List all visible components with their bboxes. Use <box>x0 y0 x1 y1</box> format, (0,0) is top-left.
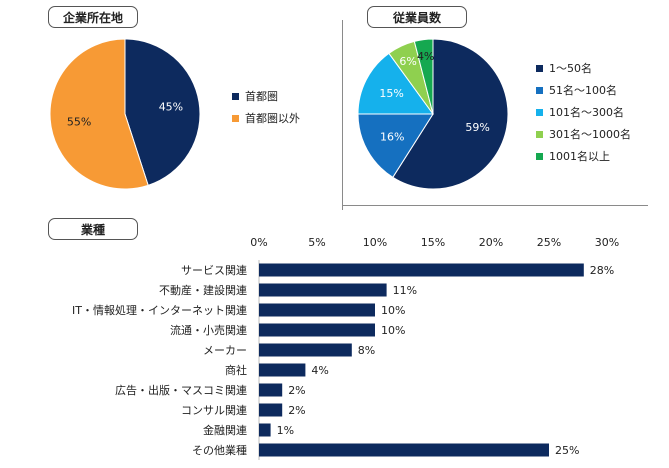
section-label-employees: 従業員数 <box>367 6 467 28</box>
legend-swatch <box>536 152 543 160</box>
pie-slice <box>392 38 508 190</box>
legend-label: 301名～1000名 <box>549 128 631 141</box>
bar-value-label: 8% <box>358 344 375 357</box>
legend-label: 首都圏以外 <box>245 112 300 125</box>
category-label: メーカー <box>203 344 247 357</box>
bar <box>259 363 306 377</box>
legend-swatch <box>536 86 543 94</box>
bar <box>259 383 283 397</box>
legend-item-51-100: 51名～100名 <box>536 79 631 101</box>
bar <box>259 303 375 317</box>
divider-vertical <box>342 20 343 210</box>
bar <box>259 283 387 297</box>
x-tick-label: 5% <box>308 236 325 249</box>
x-tick-label: 20% <box>479 236 503 249</box>
category-label: 不動産・建設関連 <box>159 283 247 297</box>
bar-value-label: 10% <box>381 324 405 337</box>
x-tick-label: 15% <box>421 236 445 249</box>
bar <box>259 403 283 417</box>
bar-value-label: 10% <box>381 304 405 317</box>
category-label: コンサル関連 <box>181 403 247 417</box>
legend-swatch <box>536 108 543 116</box>
bar <box>259 443 549 457</box>
legend-label: 101名～300名 <box>549 106 624 119</box>
divider-horizontal <box>342 205 648 206</box>
category-label: サービス関連 <box>181 263 247 277</box>
pie-slice <box>413 38 434 115</box>
category-label: 金融関連 <box>203 423 247 437</box>
legend-label: 首都圏 <box>245 90 278 103</box>
bar-value-label: 1% <box>277 424 294 437</box>
bar-value-label: 4% <box>311 364 328 377</box>
x-tick-label: 25% <box>537 236 561 249</box>
x-tick-label: 0% <box>250 236 267 249</box>
bar-value-label: 28% <box>590 264 614 277</box>
bar-value-label: 11% <box>393 284 417 297</box>
pie-slice-label: 45% <box>159 101 183 114</box>
location-pie-chart: 45% 55% <box>50 38 200 190</box>
category-label: 流通・小売関連 <box>170 323 247 337</box>
category-label: 広告・出版・マスコミ関連 <box>115 383 247 397</box>
legend-swatch <box>232 92 239 100</box>
section-label-location: 企業所在地 <box>48 6 138 28</box>
section-label-industry: 業種 <box>48 218 138 240</box>
bar <box>259 323 375 337</box>
pie-slice <box>358 113 434 179</box>
location-legend: 首都圏 首都圏以外 <box>232 85 300 129</box>
legend-label: 51名～100名 <box>549 84 617 97</box>
pie-slice <box>124 38 200 186</box>
legend-item-101-300: 101名～300名 <box>536 101 631 123</box>
bar-value-label: 2% <box>288 384 305 397</box>
pie-slice-label: 59% <box>465 121 489 134</box>
legend-item-301-1000: 301名～1000名 <box>536 123 631 145</box>
employees-pie-chart: 59% 16% 15% 6% 4% <box>358 38 508 190</box>
category-label: その他業種 <box>192 443 247 457</box>
bar-value-label: 2% <box>288 404 305 417</box>
legend-label: 1～50名 <box>549 62 592 75</box>
pie-slice <box>50 38 149 190</box>
bar <box>259 423 271 437</box>
pie-slice-label: 55% <box>67 115 91 128</box>
legend-item-outside-tokyo: 首都圏以外 <box>232 107 300 129</box>
category-label: 商社 <box>225 363 247 377</box>
legend-swatch <box>536 64 543 72</box>
pie-slice-label: 4% <box>417 50 434 63</box>
pie-slice <box>358 52 434 115</box>
bar <box>259 343 352 357</box>
legend-swatch <box>232 114 239 122</box>
pie-slice-label: 6% <box>399 55 416 68</box>
pie-slice-label: 16% <box>380 130 404 143</box>
bar-value-label: 25% <box>555 444 579 457</box>
pie-slice-label: 15% <box>379 87 403 100</box>
x-tick-label: 10% <box>363 236 387 249</box>
legend-swatch <box>536 130 543 138</box>
legend-item-1-50: 1～50名 <box>536 57 631 79</box>
legend-item-tokyo: 首都圏 <box>232 85 300 107</box>
legend-item-1001-plus: 1001名以上 <box>536 145 631 167</box>
legend-label: 1001名以上 <box>549 150 610 163</box>
category-label: IT・情報処理・インターネット関連 <box>72 303 247 317</box>
x-tick-label: 30% <box>595 236 619 249</box>
employees-legend: 1～50名 51名～100名 101名～300名 301名～1000名 1001… <box>536 57 631 167</box>
bar <box>259 263 584 277</box>
